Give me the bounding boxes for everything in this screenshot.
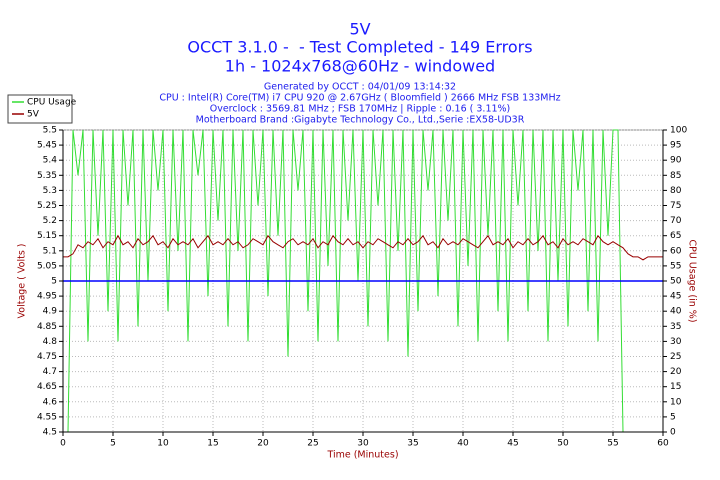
chart-subtitle: 1h - 1024x768@60Hz - windowed: [225, 57, 495, 76]
y-tick-label: 5.45: [37, 141, 57, 151]
y-tick-label: 4.7: [43, 367, 57, 377]
y2-tick-label: 60: [670, 246, 682, 256]
y2-tick-label: 20: [670, 367, 682, 377]
y2-tick-label: 100: [670, 126, 687, 136]
y-tick-label: 5.25: [37, 201, 57, 211]
y-tick-label: 5.35: [37, 171, 57, 181]
y2-tick-label: 65: [670, 231, 681, 241]
y2-tick-label: 70: [670, 216, 682, 226]
x-tick-label: 0: [60, 439, 66, 449]
x-tick-label: 40: [457, 439, 469, 449]
y-tick-label: 5.3: [43, 186, 57, 196]
data-line: [63, 234, 663, 261]
info-line: Motherboard Brand :Gigabyte Technology C…: [196, 115, 525, 126]
y-tick-label: 4.8: [43, 337, 58, 347]
x-tick-label: 5: [110, 439, 116, 449]
info-line: Generated by OCCT : 04/01/09 13:14:32: [264, 82, 456, 93]
info-line: CPU : Intel(R) Core(TM) i7 CPU 920 @ 2.6…: [159, 93, 560, 104]
y-tick-label: 4.9: [43, 307, 58, 317]
y-tick-label: 4.55: [37, 412, 57, 422]
y2-tick-label: 95: [670, 141, 681, 151]
chart-subtitle: OCCT 3.1.0 - - Test Completed - 149 Erro…: [187, 38, 532, 57]
data-line: [63, 129, 663, 433]
y-tick-label: 5: [51, 277, 57, 287]
y-tick-label: 4.95: [37, 292, 57, 302]
y2-tick-label: 75: [670, 201, 681, 211]
chart-title: 5V: [349, 20, 370, 39]
x-tick-label: 45: [507, 439, 518, 449]
legend-box: [7, 94, 73, 124]
y2-tick-label: 0: [670, 428, 676, 438]
y-tick-label: 4.75: [37, 352, 57, 362]
y2-tick-label: 5: [670, 412, 676, 422]
y-tick-label: 5.05: [37, 261, 57, 271]
y2-tick-label: 50: [670, 277, 682, 287]
x-axis-label: Time (Minutes): [326, 450, 398, 461]
y-tick-label: 5.1: [43, 246, 57, 256]
x-tick-label: 55: [607, 439, 618, 449]
y2-tick-label: 40: [670, 307, 682, 317]
x-tick-label: 35: [407, 439, 418, 449]
y-tick-label: 4.5: [43, 428, 57, 438]
y-tick-label: 5.5: [43, 126, 57, 136]
y-axis-label: Voltage ( Volts ): [17, 244, 28, 319]
y2-tick-label: 90: [670, 156, 682, 166]
y-tick-label: 4.6: [43, 397, 58, 407]
y-tick-label: 5.15: [37, 231, 57, 241]
x-tick-label: 10: [157, 439, 169, 449]
y2-tick-label: 85: [670, 171, 681, 181]
y2-axis-label: CPU Usage (in %): [687, 239, 698, 322]
y2-tick-label: 35: [670, 322, 681, 332]
y2-tick-label: 80: [670, 186, 682, 196]
y2-tick-label: 10: [670, 397, 682, 407]
info-line: Overclock : 3569.81 MHz ; FSB 170MHz | R…: [210, 104, 511, 115]
y-tick-label: 5.4: [43, 156, 58, 166]
x-tick-label: 20: [257, 439, 269, 449]
y2-tick-label: 15: [670, 382, 681, 392]
y-tick-label: 4.65: [37, 382, 57, 392]
y2-tick-label: 25: [670, 352, 681, 362]
legend-label: 5V: [27, 110, 40, 120]
y2-tick-label: 30: [670, 337, 682, 347]
y-tick-label: 5.2: [43, 216, 57, 226]
y-tick-label: 4.85: [37, 322, 57, 332]
x-tick-label: 15: [207, 439, 218, 449]
y2-tick-label: 55: [670, 261, 681, 271]
x-tick-label: 25: [307, 439, 318, 449]
x-tick-label: 30: [357, 439, 369, 449]
x-tick-label: 60: [657, 439, 669, 449]
y2-tick-label: 45: [670, 292, 681, 302]
legend-label: CPU Usage: [27, 98, 77, 108]
x-tick-label: 50: [557, 439, 569, 449]
